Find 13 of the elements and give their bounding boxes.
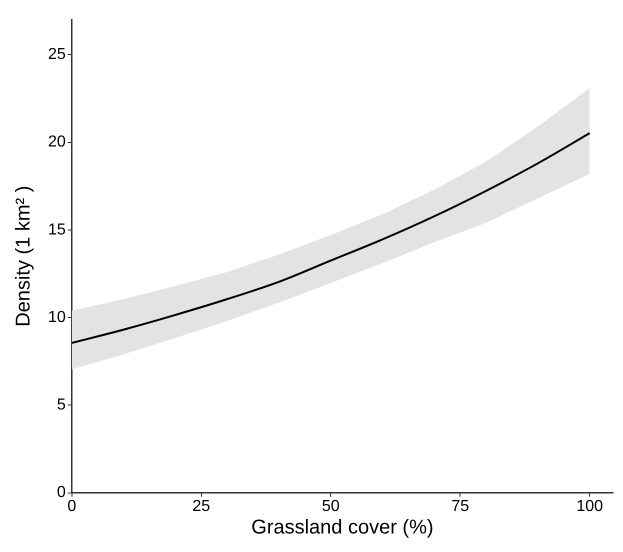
y-tick-label: 5	[56, 396, 66, 414]
y-tick-label: 15	[48, 221, 66, 238]
x-axis-title: Grassland cover (%)	[251, 516, 434, 539]
y-axis-title: Density (1 km² )	[12, 186, 35, 327]
x-tick-label: 25	[192, 498, 210, 515]
y-tick-label: 10	[48, 308, 66, 326]
y-tick-label: 20	[48, 134, 66, 151]
x-tick-label: 100	[576, 498, 604, 515]
y-tick-label: 0	[56, 484, 66, 502]
x-tick-label: 50	[322, 498, 340, 515]
y-tick-label: 25	[48, 46, 66, 64]
line-series	[72, 132, 591, 344]
x-tick-label: 75	[451, 498, 470, 515]
